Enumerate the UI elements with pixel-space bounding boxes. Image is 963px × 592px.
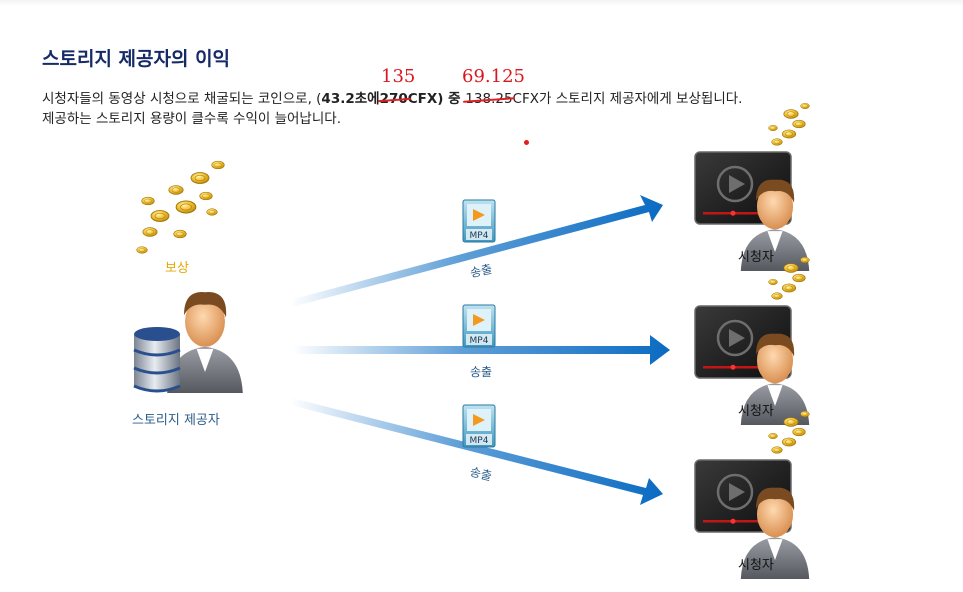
mp4-file-icon-top: MP4 <box>462 199 496 243</box>
file-badge-middle: MP4 <box>470 336 489 346</box>
file-badge-top: MP4 <box>470 231 489 241</box>
file-badge-bottom: MP4 <box>470 436 489 446</box>
top-bar <box>0 0 963 6</box>
stream-arrow-top <box>290 195 663 307</box>
description-text-mid: CFX) 중 <box>407 91 466 107</box>
viewer-label-middle: 시청자 <box>738 404 774 419</box>
description-line-1: 시청자들의 동영상 시청으로 채굴되는 코인으로, (43.2초에270CFX)… <box>42 87 742 107</box>
stream-arrow-middle <box>292 335 670 365</box>
viewer-label-top: 시청자 <box>738 250 774 265</box>
mp4-file-icon-bottom: MP4 <box>462 404 496 448</box>
description-text-pre: 시청자들의 동영상 시청으로 채굴되는 코인으로, ( <box>42 91 322 107</box>
reward-label: 보상 <box>165 261 189 276</box>
database-icon <box>133 327 181 393</box>
struck-value-1: 270 <box>379 91 408 107</box>
mp4-file-icon-middle: MP4 <box>462 304 496 348</box>
coin-pile-icon <box>136 160 225 254</box>
provider-label: 스토리지 제공자 <box>132 413 220 428</box>
description-text-post: CFX가 스토리지 제공자에게 보상됩니다. <box>512 91 743 107</box>
description-highlight: 43.2초에270CFX) 중 <box>321 91 465 107</box>
stream-arrow-bottom <box>290 398 663 505</box>
viewer-label-bottom: 시청자 <box>738 558 774 573</box>
stream-label-middle: 송출 <box>470 365 493 379</box>
handwritten-correction-2: 69.125 <box>462 66 525 87</box>
page-title: 스토리지 제공자의 이익 <box>42 48 231 70</box>
annotation-dot <box>524 140 529 145</box>
description-line-2: 제공하는 스토리지 용량이 클수록 수익이 늘어납니다. <box>42 111 341 127</box>
struck-value-2: 138.25 <box>465 91 513 107</box>
handwritten-correction-1: 135 <box>381 66 416 87</box>
description-bold-time: 43.2초에 <box>321 91 380 107</box>
